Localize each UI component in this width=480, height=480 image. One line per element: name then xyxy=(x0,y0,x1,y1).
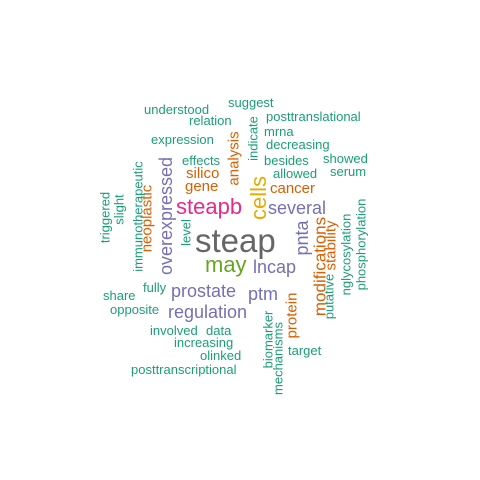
word-silico: silico xyxy=(186,165,220,182)
word-regulation: regulation xyxy=(168,302,248,322)
word-expression: expression xyxy=(151,132,214,147)
word-relation: relation xyxy=(189,113,232,128)
word-target: target xyxy=(288,343,322,358)
word-overexpressed: overexpressed xyxy=(156,156,176,275)
word-gene: gene xyxy=(185,178,219,195)
word-increasing: increasing xyxy=(174,335,234,350)
word-several: several xyxy=(268,198,327,218)
word-immunotherapeutic: immunotherapeutic xyxy=(130,161,146,272)
word-putative: putative xyxy=(321,273,337,320)
word-share: share xyxy=(103,288,136,303)
word-posttranslational: posttranslational xyxy=(266,109,361,124)
word-ptm: ptm xyxy=(248,284,279,304)
word-indicate: indicate xyxy=(245,116,261,161)
word-showed: showed xyxy=(323,151,368,166)
word-besides: besides xyxy=(264,153,309,168)
word-analysis: analysis xyxy=(225,131,243,186)
word-cells: cells xyxy=(246,176,271,221)
word-nglycosylation: nglycosylation xyxy=(338,213,354,296)
word-may: may xyxy=(205,252,247,277)
word-steapb: steapb xyxy=(176,194,243,219)
word-fully: fully xyxy=(143,280,167,295)
word-slight: slight xyxy=(111,194,127,225)
word-cancer: cancer xyxy=(270,180,316,197)
word-triggered: triggered xyxy=(97,191,113,244)
word-lncap: lncap xyxy=(253,257,297,277)
word-allowed: allowed xyxy=(273,166,318,181)
word-posttranscriptional: posttranscriptional xyxy=(131,362,237,377)
word-phosphorylation: phosphorylation xyxy=(353,198,369,291)
word-olinked: olinked xyxy=(200,348,242,363)
word-understood: understood xyxy=(144,102,210,117)
word-level: level xyxy=(178,219,194,246)
word-involved: involved xyxy=(150,323,198,338)
word-data: data xyxy=(206,323,232,338)
word-prostate: prostate xyxy=(171,281,237,301)
word-decreasing: decreasing xyxy=(266,137,330,152)
word-steap: steap xyxy=(195,222,276,259)
word-serum: serum xyxy=(330,164,367,179)
word-pnta: pnta xyxy=(292,220,312,256)
word-effects: effects xyxy=(182,153,221,168)
word-protein: protein xyxy=(283,292,301,339)
word-opposite: opposite xyxy=(110,302,160,317)
word-stability: stability xyxy=(322,220,340,271)
word-mrna: mrna xyxy=(264,124,294,139)
word-mechanisms: mechanisms xyxy=(270,322,286,395)
word-suggest: suggest xyxy=(228,95,274,110)
